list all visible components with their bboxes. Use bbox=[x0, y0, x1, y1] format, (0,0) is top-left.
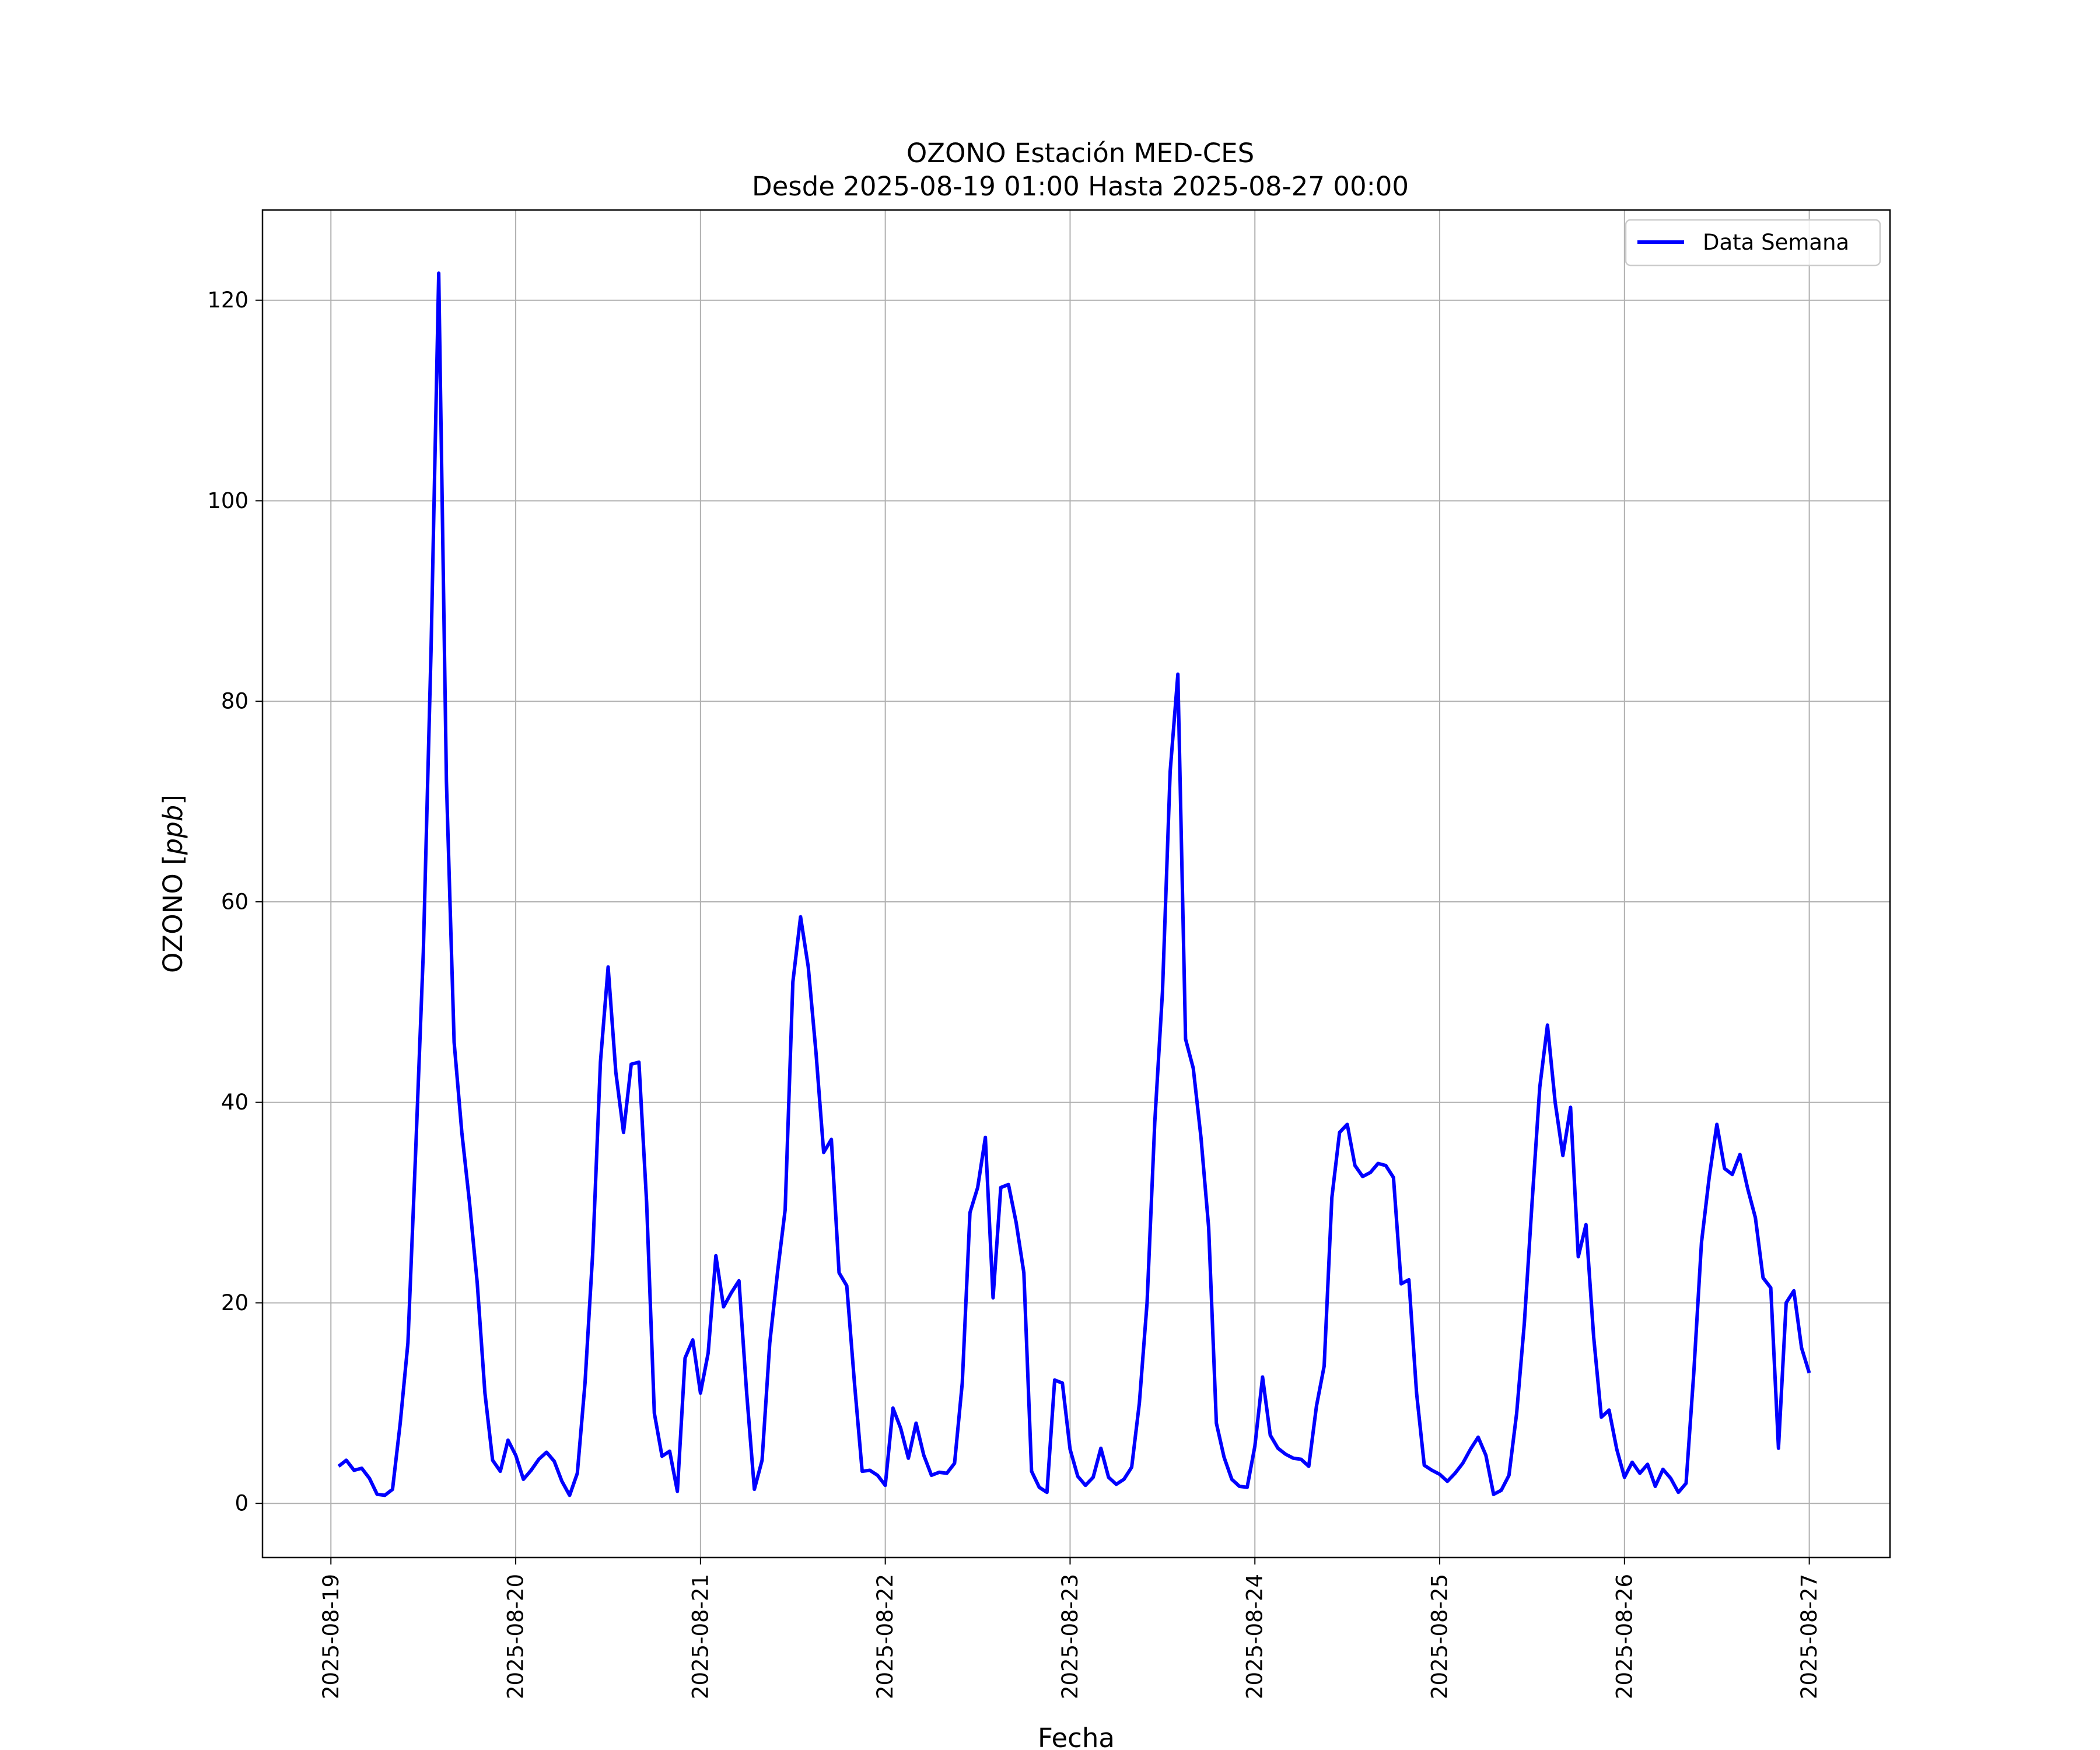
x-axis-label: Fecha bbox=[1038, 1723, 1115, 1750]
series-layer bbox=[337, 271, 1811, 1497]
legend: Data Semana bbox=[1625, 219, 1881, 267]
series-line-0 bbox=[337, 271, 1811, 1497]
x-tick-label: 2025-08-26 bbox=[1612, 1574, 1637, 1699]
y-axis-ticks: 0 20 40 60 80 100 120 bbox=[207, 288, 262, 1516]
x-tick-label: 2025-08-20 bbox=[503, 1574, 528, 1699]
y-tick-label: 20 bbox=[221, 1290, 249, 1315]
x-axis-ticks: 2025-08-19 2025-08-20 2025-08-21 2025-08-22… bbox=[318, 1558, 1822, 1699]
x-tick-label: 2025-08-19 bbox=[318, 1574, 344, 1699]
grid-lines bbox=[262, 210, 1890, 1558]
x-tick-label: 2025-08-23 bbox=[1058, 1574, 1083, 1699]
y-axis-label: OZONO [ppb] bbox=[158, 794, 188, 973]
legend-label-data-semana: Data Semana bbox=[1703, 230, 1849, 255]
y-tick-label: 60 bbox=[221, 889, 249, 914]
x-tick-label: 2025-08-25 bbox=[1427, 1574, 1452, 1699]
plot-area-frame bbox=[261, 209, 1891, 1559]
y-tick-label: 120 bbox=[207, 288, 249, 313]
y-tick-label: 80 bbox=[221, 689, 249, 714]
legend-box bbox=[1625, 219, 1881, 267]
y-tick-label: 40 bbox=[221, 1090, 249, 1115]
x-tick-label: 2025-08-27 bbox=[1797, 1574, 1822, 1699]
chart-subtitle: Desde 2025-08-19 01:00 Hasta 2025-08-27 … bbox=[752, 171, 1409, 202]
y-tick-label: 100 bbox=[207, 488, 249, 513]
x-tick-label: 2025-08-22 bbox=[873, 1574, 898, 1699]
chart-title: OZONO Estación MED-CES bbox=[907, 138, 1254, 169]
y-tick-label: 0 bbox=[235, 1491, 249, 1516]
x-tick-label: 2025-08-21 bbox=[688, 1574, 713, 1699]
x-tick-label: 2025-08-24 bbox=[1242, 1574, 1268, 1699]
chart-title-group: OZONO Estación MED-CES Desde 2025-08-19 … bbox=[752, 138, 1409, 202]
